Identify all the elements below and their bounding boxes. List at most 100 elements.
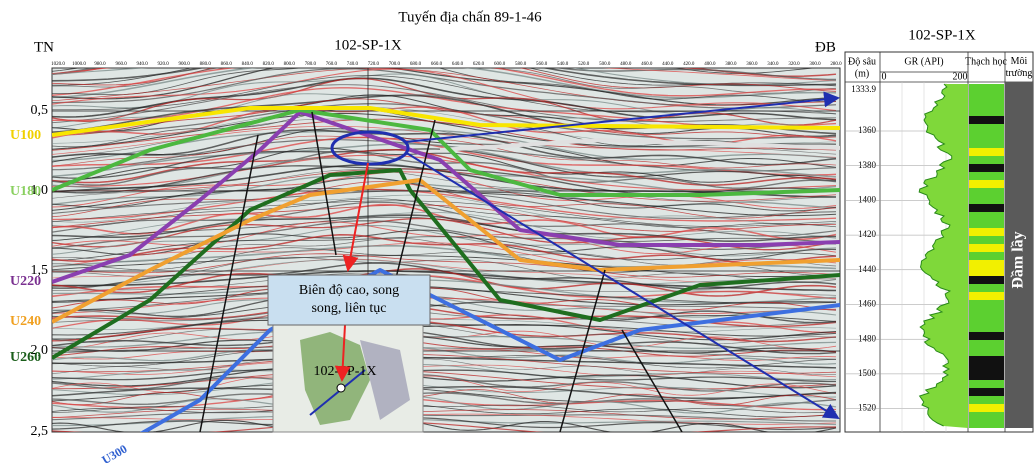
log-header: GR (API) — [904, 56, 943, 67]
cdp-label: 780.0 — [305, 62, 317, 67]
cdp-label: 720.0 — [368, 62, 380, 67]
well-marker — [337, 384, 345, 392]
lithology-bed — [969, 412, 1004, 420]
lithology-bed — [969, 124, 1004, 132]
horizon-label: U300 — [99, 442, 129, 466]
cdp-label: 460.0 — [641, 62, 653, 67]
cdp-label: 880.0 — [200, 62, 212, 67]
lithology-bed — [969, 380, 1004, 388]
log-title: 102-SP-1X — [908, 27, 976, 43]
cdp-label: 700.0 — [389, 62, 401, 67]
cdp-label: 600.0 — [494, 62, 506, 67]
cdp-label: 500.0 — [599, 62, 611, 67]
lithology-bed — [969, 228, 1004, 236]
depth-label: 1520 — [858, 403, 877, 413]
lithology-bed — [969, 196, 1004, 204]
lithology-bed — [969, 212, 1004, 220]
cdp-label: 320.0 — [788, 62, 800, 67]
well-label: 102-SP-1X — [334, 37, 402, 53]
lithology-bed — [969, 340, 1004, 348]
horizon-label: U220 — [10, 274, 41, 289]
cdp-label: 860.0 — [221, 62, 233, 67]
cdp-label: 980.0 — [94, 62, 106, 67]
lithology-bed — [969, 276, 1004, 284]
figure: Tuyến địa chấn 89-1-46 TN 102-SP-1X ĐB 1… — [0, 0, 1035, 466]
log-header: Thạch học — [965, 56, 1007, 67]
lithology-bed — [969, 108, 1004, 116]
lithology-bed — [969, 308, 1004, 316]
cdp-label: 940.0 — [136, 62, 148, 67]
cdp-label: 340.0 — [767, 62, 779, 67]
log-header: (m) — [855, 68, 869, 79]
cdp-label: 1020.0 — [51, 62, 65, 67]
lithology-bed — [969, 324, 1004, 332]
lithology-bed — [969, 92, 1004, 100]
cdp-label: 480.0 — [620, 62, 632, 67]
lithology-bed — [969, 84, 1004, 92]
lithology-bed — [969, 372, 1004, 380]
cdp-label: 820.0 — [263, 62, 275, 67]
cdp-label: 440.0 — [662, 62, 674, 67]
depth-label: 1500 — [858, 368, 877, 378]
title: Tuyến địa chấn 89-1-46 — [398, 9, 542, 25]
cdp-label: 680.0 — [410, 62, 422, 67]
log-header: Độ sâu — [848, 56, 876, 67]
lithology-bed — [969, 268, 1004, 276]
direction-label: TN — [34, 39, 54, 55]
cdp-label: 640.0 — [452, 62, 464, 67]
inset-label: 102-SP-1X — [313, 364, 376, 379]
lithology-bed — [969, 180, 1004, 188]
lithology-bed — [969, 140, 1004, 148]
lithology-bed — [969, 364, 1004, 372]
depth-label: 1360 — [858, 125, 877, 135]
cdp-label: 520.0 — [578, 62, 590, 67]
lithology-bed — [969, 236, 1004, 244]
lithology-bed — [969, 204, 1004, 212]
horizon-label: U100 — [10, 128, 41, 143]
depth-label: 1333.9 — [851, 84, 876, 94]
lithology-bed — [969, 188, 1004, 196]
cdp-label: 380.0 — [725, 62, 737, 67]
horizon-label: U240 — [10, 314, 41, 329]
lithology-bed — [969, 116, 1004, 124]
cdp-label: 280.0 — [830, 62, 842, 67]
lithology-bed — [969, 252, 1004, 260]
lithology-bed — [969, 148, 1004, 156]
cdp-label: 620.0 — [473, 62, 485, 67]
cdp-label: 560.0 — [536, 62, 548, 67]
cdp-label: 900.0 — [179, 62, 191, 67]
depth-label: 1400 — [858, 194, 877, 204]
cdp-label: 540.0 — [557, 62, 569, 67]
cdp-label: 1000.0 — [72, 62, 86, 67]
time-label: 2,5 — [31, 424, 49, 439]
cdp-label: 580.0 — [515, 62, 527, 67]
lithology-bed — [969, 356, 1004, 364]
direction-label: ĐB — [815, 39, 836, 55]
lithology-bed — [969, 396, 1004, 404]
log-header: 200 — [953, 71, 968, 82]
lithology-bed — [969, 244, 1004, 252]
reflector — [52, 26, 836, 73]
cdp-label: 840.0 — [242, 62, 254, 67]
lithology-bed — [969, 164, 1004, 172]
cdp-label: 660.0 — [431, 62, 443, 67]
cdp-label: 760.0 — [326, 62, 338, 67]
lithology-bed — [969, 100, 1004, 108]
time-label: 0,5 — [31, 103, 49, 118]
cdp-label: 420.0 — [683, 62, 695, 67]
lithology-bed — [969, 284, 1004, 292]
lithology-bed — [969, 172, 1004, 180]
lithology-bed — [969, 316, 1004, 324]
depth-label: 1440 — [858, 264, 877, 274]
cdp-label: 400.0 — [704, 62, 716, 67]
depth-label: 1480 — [858, 333, 877, 343]
lithology-bed — [969, 300, 1004, 308]
lithology-bed — [969, 404, 1004, 412]
cdp-label: 300.0 — [809, 62, 821, 67]
lithology-bed — [969, 420, 1004, 428]
cdp-label: 740.0 — [347, 62, 359, 67]
lithology-bed — [969, 156, 1004, 164]
horizon-label: U180 — [10, 184, 41, 199]
lithology-bed — [969, 332, 1004, 340]
